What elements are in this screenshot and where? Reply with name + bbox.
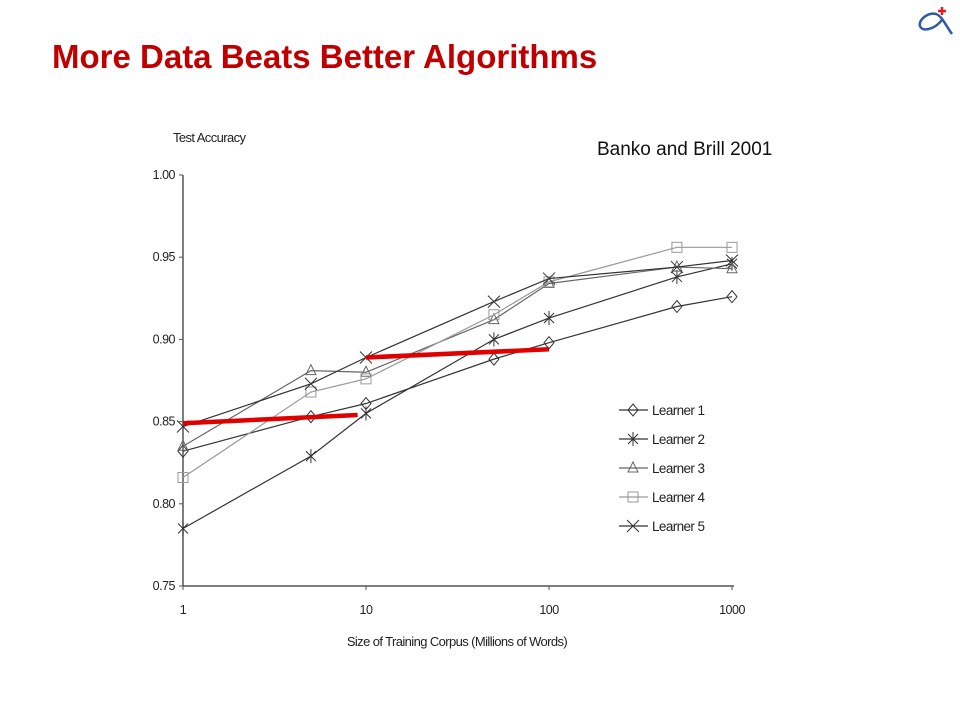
y-tick-label: 0.90: [153, 332, 176, 346]
x-tick-label: 1: [180, 603, 187, 617]
y-tick-label: 0.75: [153, 579, 176, 593]
legend-label: Learner 2: [652, 432, 704, 447]
diamond-marker: [305, 409, 317, 424]
series-learner-2: [177, 256, 738, 536]
asterisk-marker: [177, 521, 189, 536]
series-line: [182, 263, 733, 529]
fish-logo-icon: [918, 7, 954, 35]
square-marker: [488, 309, 500, 321]
slide-title: More Data Beats Better Algorithms: [52, 38, 598, 75]
x-marker: [304, 377, 318, 391]
asterisk-marker: [671, 269, 683, 284]
diamond-marker: [488, 352, 500, 366]
asterisk-marker: [488, 332, 500, 347]
x-tick-label: 100: [539, 603, 559, 617]
triangle-marker: [305, 363, 317, 376]
y-tick-label: 1.00: [153, 168, 176, 182]
y-tick-label: 0.85: [153, 415, 176, 429]
square-marker: [543, 276, 555, 288]
diamond-marker: [627, 403, 639, 417]
triangle-marker: [177, 439, 189, 451]
triangle-marker: [543, 276, 555, 289]
x-marker: [626, 519, 640, 533]
legend-label: Learner 3: [652, 461, 704, 476]
triangle-marker: [488, 312, 500, 325]
series-line: [182, 296, 733, 452]
asterisk-marker: [627, 432, 639, 446]
legend-label: Learner 4: [652, 490, 705, 505]
red-highlight-line: [182, 412, 358, 426]
legend-item: Learner 1: [619, 403, 705, 418]
series-learner-5: [176, 254, 739, 433]
square-marker: [671, 241, 683, 253]
diamond-marker: [543, 335, 555, 350]
triangle-marker: [360, 365, 372, 377]
series-learner-3: [177, 259, 738, 451]
x-tick-label: 10: [360, 603, 373, 617]
legend-label: Learner 5: [652, 519, 704, 534]
x-axis-label: Size of Training Corpus (Millions of Wor…: [347, 634, 568, 649]
square-marker: [360, 373, 372, 385]
y-tick-label: 0.80: [153, 497, 176, 511]
diamond-marker: [671, 299, 683, 314]
x-marker: [670, 260, 684, 274]
square-marker: [305, 386, 317, 398]
legend-item: Learner 3: [619, 460, 705, 476]
square-marker: [726, 241, 738, 253]
triangle-marker: [671, 259, 683, 272]
diamond-marker: [726, 289, 738, 304]
y-tick-label: 0.95: [153, 250, 176, 264]
asterisk-marker: [360, 406, 372, 421]
triangle-marker: [627, 460, 639, 473]
citation-annotation: Banko and Brill 2001: [597, 139, 772, 160]
diamond-marker: [177, 444, 189, 458]
series-line: [182, 246, 732, 478]
x-marker: [487, 295, 501, 308]
legend-item: Learner 2: [619, 432, 705, 447]
legend-label: Learner 1: [652, 403, 704, 418]
square-marker: [627, 491, 639, 503]
triangle-marker: [726, 261, 738, 274]
y-axis-label: Test Accuracy: [173, 130, 246, 145]
asterisk-marker: [543, 311, 555, 326]
x-tick-label: 1000: [719, 603, 745, 617]
red-highlight-line: [365, 347, 550, 360]
series-learner-4: [177, 241, 738, 483]
legend-item: Learner 5: [619, 519, 705, 534]
x-marker: [542, 272, 556, 285]
asterisk-marker: [305, 449, 317, 464]
x-marker: [725, 254, 739, 267]
legend-item: Learner 4: [619, 490, 706, 505]
square-marker: [177, 471, 189, 483]
